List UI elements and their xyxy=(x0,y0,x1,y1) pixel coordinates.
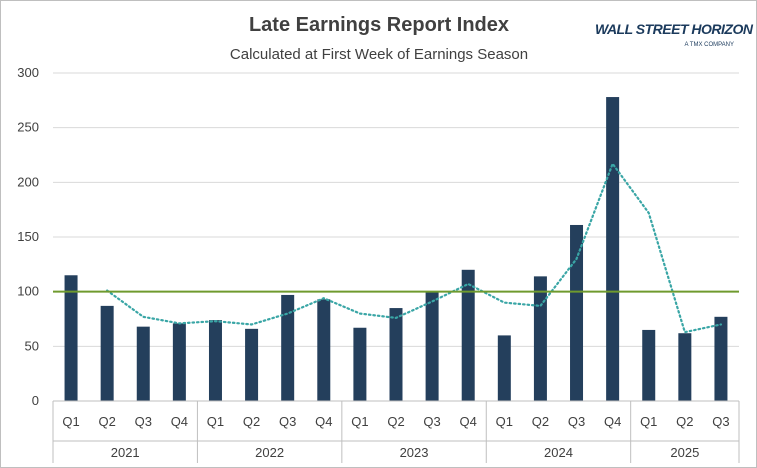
x-tick-label-0: Q1 xyxy=(62,414,79,429)
bar-3 xyxy=(172,323,186,401)
gridlines xyxy=(53,72,739,347)
chart-title: Late Earnings Report Index xyxy=(249,14,509,36)
bar-11 xyxy=(461,269,475,401)
y-tick-label-0: 0 xyxy=(32,393,39,408)
bar-1 xyxy=(100,305,114,401)
x-tick-label-16: Q1 xyxy=(640,414,657,429)
x-tick-label-3: Q4 xyxy=(171,414,188,429)
bar-14 xyxy=(570,224,584,401)
bar-6 xyxy=(281,294,295,401)
bar-10 xyxy=(425,291,439,401)
group-label-2024: 2024 xyxy=(544,445,573,460)
group-label-2025: 2025 xyxy=(670,445,699,460)
bar-7 xyxy=(317,299,331,401)
bar-0 xyxy=(64,275,78,401)
bar-13 xyxy=(533,276,547,401)
bar-4 xyxy=(208,320,222,401)
group-label-2021: 2021 xyxy=(111,445,140,460)
bar-18 xyxy=(714,316,728,401)
y-tick-label-200: 200 xyxy=(17,174,39,189)
bar-15 xyxy=(606,97,620,401)
x-tick-label-4: Q1 xyxy=(207,414,224,429)
bar-17 xyxy=(678,333,692,401)
x-tick-label-2: Q3 xyxy=(135,414,152,429)
y-tick-label-150: 150 xyxy=(17,229,39,244)
bar-9 xyxy=(389,308,403,401)
x-tick-label-1: Q2 xyxy=(98,414,115,429)
x-tick-label-10: Q3 xyxy=(423,414,440,429)
x-tick-label-12: Q1 xyxy=(496,414,513,429)
y-tick-label-100: 100 xyxy=(17,284,39,299)
x-tick-label-5: Q2 xyxy=(243,414,260,429)
group-label-2023: 2023 xyxy=(400,445,429,460)
bar-8 xyxy=(353,327,367,401)
bar-5 xyxy=(245,328,259,401)
bar-12 xyxy=(497,335,511,401)
bars xyxy=(64,97,728,401)
axes: 0 50 100 150 200 250 300 Q1 Q2 Q3 Q4 Q1 Q2 Q3 Q4 Q1 Q2 Q3… xyxy=(17,65,740,463)
x-tick-label-7: Q4 xyxy=(315,414,332,429)
x-tick-label-17: Q2 xyxy=(676,414,693,429)
x-tick-label-6: Q3 xyxy=(279,414,296,429)
logo-tagline: A TMX COMPANY xyxy=(685,42,734,48)
y-tick-label-50: 50 xyxy=(25,338,39,353)
x-tick-label-11: Q4 xyxy=(460,414,477,429)
chart-subtitle: Calculated at First Week of Earnings Sea… xyxy=(230,46,528,63)
bar-2 xyxy=(136,326,150,401)
x-tick-label-13: Q2 xyxy=(532,414,549,429)
x-tick-label-18: Q3 xyxy=(712,414,729,429)
moving-average-line xyxy=(106,161,723,334)
y-tick-label-300: 300 xyxy=(17,65,39,80)
y-tick-label-250: 250 xyxy=(17,120,39,135)
logo: WALL STREET HORIZON A TMX COMPANY xyxy=(595,21,754,48)
x-tick-label-14: Q3 xyxy=(568,414,585,429)
bar-16 xyxy=(642,329,656,401)
x-tick-label-9: Q2 xyxy=(387,414,404,429)
logo-name: WALL STREET HORIZON xyxy=(595,21,754,37)
x-tick-label-15: Q4 xyxy=(604,414,621,429)
group-label-2022: 2022 xyxy=(255,445,284,460)
x-tick-label-8: Q1 xyxy=(351,414,368,429)
lines xyxy=(53,161,739,334)
